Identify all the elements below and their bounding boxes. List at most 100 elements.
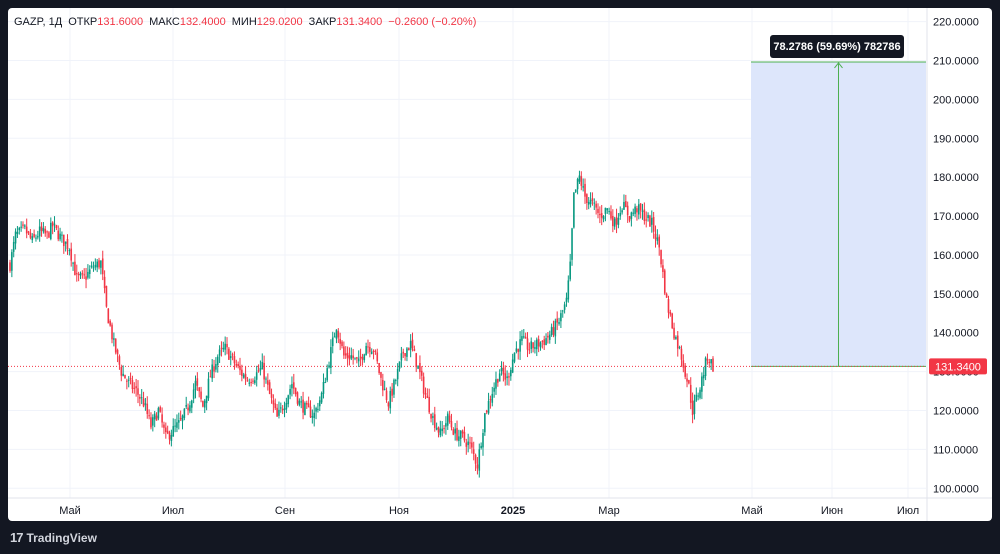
candle-body <box>33 233 35 237</box>
candle-body <box>190 400 193 408</box>
candle-body <box>202 401 204 407</box>
candle-body <box>383 388 386 390</box>
candle-body <box>226 343 228 348</box>
candle-body <box>354 357 356 359</box>
high-group: МАКС132.4000 <box>149 16 226 28</box>
candle-body <box>513 352 516 362</box>
candle-body <box>450 421 453 428</box>
candle-body <box>85 276 87 280</box>
candle-body <box>324 382 327 384</box>
candle-body <box>407 348 410 351</box>
candle-body <box>424 393 427 395</box>
candle-body <box>636 208 638 213</box>
candle-body <box>348 355 351 360</box>
candle-body <box>237 364 239 367</box>
candle-body <box>526 338 529 350</box>
candle-body <box>608 211 610 213</box>
candle-body <box>283 408 286 411</box>
candle-body <box>560 313 562 322</box>
candle-body <box>593 202 596 204</box>
candle-body <box>207 378 210 399</box>
candle-body <box>393 379 395 395</box>
candle-body <box>320 392 323 403</box>
candle-body <box>18 227 21 231</box>
candle-body <box>177 420 180 423</box>
candle-body <box>281 408 284 411</box>
candle-body <box>265 378 267 380</box>
candle-body <box>435 428 438 430</box>
candle-body <box>485 410 488 413</box>
candle-body <box>591 198 594 201</box>
candle-body <box>298 400 301 406</box>
price-tick-label: 170.0000 <box>933 211 979 223</box>
time-tick-label: Сен <box>275 505 295 517</box>
candle-body <box>556 318 558 323</box>
candle-body <box>448 415 451 422</box>
candle-body <box>168 432 171 440</box>
candle-body <box>493 387 495 392</box>
candle-body <box>673 327 675 339</box>
candle-body <box>209 376 212 378</box>
candle-body <box>623 201 625 210</box>
candle-body <box>445 423 447 427</box>
candle-body <box>165 427 167 433</box>
candle-body <box>367 346 369 348</box>
candle-body <box>465 442 468 447</box>
candle-body <box>285 403 288 410</box>
candle-body <box>341 341 343 347</box>
candle-body <box>75 273 78 275</box>
open-label: ОТКР <box>68 16 98 28</box>
candle-body <box>584 183 586 197</box>
candle-body <box>109 320 111 326</box>
low-label: МИН <box>231 16 257 28</box>
candle-body <box>22 224 24 226</box>
candle-body <box>491 393 494 403</box>
candle-body <box>300 401 303 403</box>
candle-body <box>44 228 47 234</box>
candle-body <box>135 386 137 389</box>
candle-body <box>550 326 553 336</box>
candle-body <box>77 273 80 275</box>
candle-body <box>274 403 277 409</box>
candle-body <box>662 265 664 272</box>
candle-body <box>356 357 358 359</box>
candle-body <box>480 445 482 449</box>
candle-body <box>344 353 347 356</box>
candle-body <box>31 236 34 241</box>
candle-body <box>695 394 698 401</box>
bottom-bar: 17 TradingView <box>0 521 1000 554</box>
low-group: МИН129.0200 <box>232 16 303 28</box>
candle-body <box>170 434 173 441</box>
candle-body <box>339 338 341 344</box>
candle-body <box>270 393 273 398</box>
candle-body <box>346 352 349 358</box>
candle-body <box>535 339 538 350</box>
candle-body <box>497 379 499 383</box>
candle-body <box>198 387 200 392</box>
candle-body <box>552 327 555 335</box>
last-price-label: 131.3400 <box>935 361 981 373</box>
candlestick-chart[interactable]: 78.2786 (59.69%) 782786 220.0000 210.0000 2… <box>8 8 992 521</box>
candle-body <box>669 312 672 315</box>
candle-body <box>534 347 536 349</box>
candle-body <box>428 397 431 413</box>
candle-body <box>532 342 534 349</box>
candle-body <box>565 297 568 302</box>
candle-body <box>615 217 618 225</box>
last-price-tag <box>929 358 987 375</box>
price-tick-label: 160.0000 <box>933 250 979 262</box>
candle-body <box>304 402 306 415</box>
candle-body <box>543 339 546 345</box>
chart-frame[interactable]: 78.2786 (59.69%) 782786 220.0000 210.0000 2… <box>8 8 992 521</box>
candle-body <box>140 397 143 399</box>
candle-body <box>318 400 321 407</box>
candle-body <box>12 242 15 252</box>
candle-body <box>172 426 175 437</box>
candle-body <box>446 413 449 426</box>
candle-body <box>181 415 184 422</box>
open-value: 131.6000 <box>97 16 144 28</box>
candle-body <box>702 375 705 379</box>
candle-body <box>139 397 141 399</box>
tradingview-logo[interactable]: 17 TradingView <box>10 530 97 545</box>
candle-body <box>311 416 314 418</box>
